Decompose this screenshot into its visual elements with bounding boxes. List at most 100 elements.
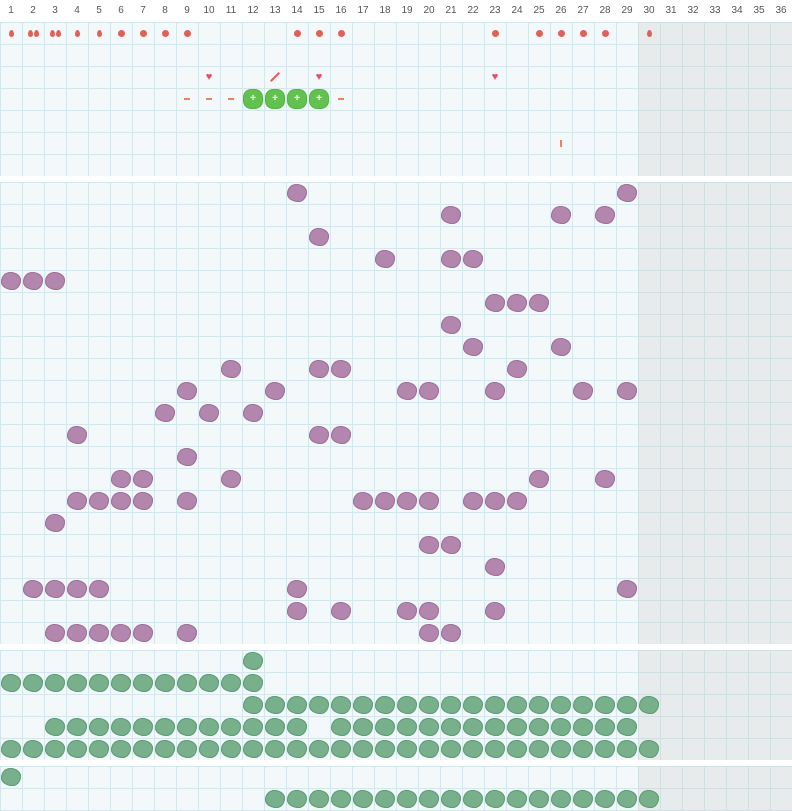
green-log-cell[interactable] <box>507 718 527 736</box>
drop-icon[interactable] <box>33 29 39 37</box>
dot-icon[interactable] <box>161 29 169 37</box>
pill-icon[interactable]: + <box>266 90 284 108</box>
green-log-cell[interactable] <box>353 696 373 714</box>
purple-log-cell[interactable] <box>353 492 373 510</box>
drop-icon[interactable] <box>74 29 80 37</box>
purple-log-cell[interactable] <box>45 272 65 290</box>
green-log-cell[interactable] <box>573 740 593 758</box>
purple-log-cell[interactable] <box>67 426 87 444</box>
green-log-cell[interactable] <box>243 652 263 670</box>
purple-log-cell[interactable] <box>287 602 307 620</box>
purple-log-cell[interactable] <box>507 492 527 510</box>
purple-log-cell[interactable] <box>111 624 131 642</box>
green-log-cell[interactable] <box>287 740 307 758</box>
purple-log-cell[interactable] <box>419 602 439 620</box>
purple-log-cell[interactable] <box>177 624 197 642</box>
green-log-cell[interactable] <box>265 740 285 758</box>
green-log-cell[interactable] <box>177 740 197 758</box>
green-log-cell[interactable] <box>133 718 153 736</box>
purple-log-cell[interactable] <box>485 382 505 400</box>
purple-log-cell[interactable] <box>67 624 87 642</box>
purple-log-cell[interactable] <box>397 602 417 620</box>
purple-log-cell[interactable] <box>595 206 615 224</box>
green-log-cell[interactable] <box>595 696 615 714</box>
green-log-cell[interactable] <box>397 696 417 714</box>
purple-log-cell[interactable] <box>419 492 439 510</box>
purple-log-cell[interactable] <box>375 492 395 510</box>
dot-icon[interactable] <box>139 29 147 37</box>
green-log-cell[interactable] <box>287 696 307 714</box>
green-log-cell[interactable] <box>1 768 21 786</box>
green-log-cell[interactable] <box>441 718 461 736</box>
green-log-cell[interactable] <box>463 740 483 758</box>
purple-log-cell[interactable] <box>309 360 329 378</box>
purple-log-cell[interactable] <box>485 602 505 620</box>
green-log-cell[interactable] <box>529 696 549 714</box>
green-log-cell[interactable] <box>111 718 131 736</box>
green-log-cell[interactable] <box>507 696 527 714</box>
green-log-cell[interactable] <box>529 718 549 736</box>
green-log-cell[interactable] <box>507 790 527 808</box>
purple-log-cell[interactable] <box>155 404 175 422</box>
purple-log-cell[interactable] <box>529 470 549 488</box>
green-log-cell[interactable] <box>595 790 615 808</box>
green-log-cell[interactable] <box>221 718 241 736</box>
purple-log-cell[interactable] <box>441 624 461 642</box>
green-log-cell[interactable] <box>67 674 87 692</box>
dot-icon[interactable] <box>557 29 565 37</box>
purple-log-cell[interactable] <box>441 250 461 268</box>
green-log-cell[interactable] <box>177 718 197 736</box>
pen-icon[interactable] <box>270 72 280 82</box>
green-log-cell[interactable] <box>617 718 637 736</box>
purple-log-cell[interactable] <box>551 338 571 356</box>
purple-log-cell[interactable] <box>397 492 417 510</box>
dot-icon[interactable] <box>491 29 499 37</box>
purple-log-cell[interactable] <box>309 228 329 246</box>
purple-log-cell[interactable] <box>529 294 549 312</box>
purple-log-cell[interactable] <box>177 492 197 510</box>
green-log-cell[interactable] <box>463 696 483 714</box>
pill-icon[interactable]: + <box>244 90 262 108</box>
green-log-cell[interactable] <box>23 740 43 758</box>
green-log-cell[interactable] <box>243 718 263 736</box>
green-log-cell[interactable] <box>89 740 109 758</box>
purple-log-cell[interactable] <box>287 184 307 202</box>
purple-log-cell[interactable] <box>485 558 505 576</box>
green-log-cell[interactable] <box>89 674 109 692</box>
green-log-cell[interactable] <box>67 740 87 758</box>
heart-icon[interactable]: ♥ <box>315 71 323 83</box>
green-log-cell[interactable] <box>441 790 461 808</box>
purple-log-cell[interactable] <box>111 470 131 488</box>
heart-icon[interactable]: ♥ <box>491 71 499 83</box>
dot-icon[interactable] <box>535 29 543 37</box>
purple-log-cell[interactable] <box>89 624 109 642</box>
purple-log-cell[interactable] <box>45 514 65 532</box>
green-log-cell[interactable] <box>353 718 373 736</box>
purple-log-cell[interactable] <box>397 382 417 400</box>
purple-log-cell[interactable] <box>221 360 241 378</box>
purple-log-cell[interactable] <box>23 580 43 598</box>
green-log-cell[interactable] <box>375 696 395 714</box>
purple-log-cell[interactable] <box>485 294 505 312</box>
green-log-cell[interactable] <box>573 696 593 714</box>
green-log-cell[interactable] <box>595 718 615 736</box>
green-log-cell[interactable] <box>177 674 197 692</box>
green-log-cell[interactable] <box>573 790 593 808</box>
green-log-cell[interactable] <box>617 696 637 714</box>
green-log-cell[interactable] <box>309 790 329 808</box>
green-log-cell[interactable] <box>1 674 21 692</box>
purple-log-cell[interactable] <box>463 338 483 356</box>
dash-icon[interactable] <box>206 98 212 100</box>
purple-log-cell[interactable] <box>177 382 197 400</box>
tick-icon[interactable] <box>560 139 562 147</box>
green-log-cell[interactable] <box>375 790 395 808</box>
green-log-cell[interactable] <box>265 790 285 808</box>
purple-log-cell[interactable] <box>45 580 65 598</box>
green-log-cell[interactable] <box>265 718 285 736</box>
purple-log-cell[interactable] <box>507 294 527 312</box>
green-log-cell[interactable] <box>595 740 615 758</box>
green-log-cell[interactable] <box>221 674 241 692</box>
green-log-cell[interactable] <box>639 696 659 714</box>
dot-icon[interactable] <box>315 29 323 37</box>
dot-icon[interactable] <box>601 29 609 37</box>
